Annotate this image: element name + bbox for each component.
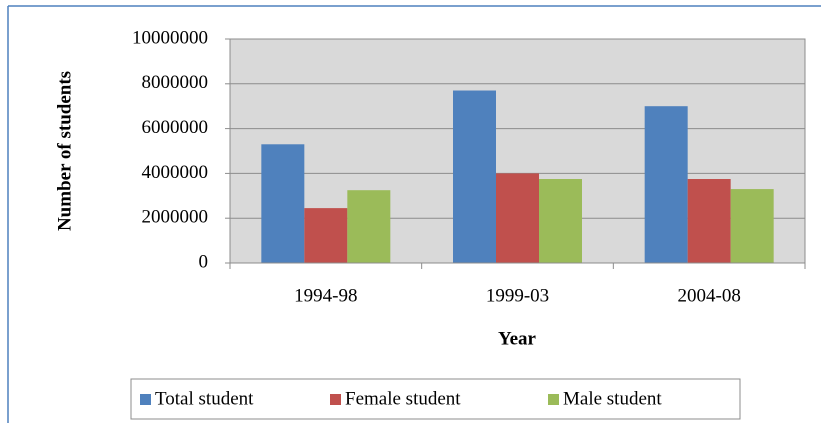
bar: [539, 179, 582, 263]
x-tick-label: 2004-08: [678, 285, 741, 306]
legend-label: Male student: [563, 388, 662, 409]
bar: [347, 190, 391, 263]
legend-swatch: [140, 394, 151, 405]
y-tick-label: 10000000: [132, 27, 208, 48]
x-tick-label: 1999-03: [486, 285, 549, 306]
bar: [730, 189, 774, 263]
y-tick-label: 6000000: [142, 117, 209, 138]
legend-swatch: [548, 394, 559, 405]
bar: [453, 90, 496, 264]
bar: [644, 106, 688, 263]
y-tick-label: 2000000: [142, 207, 209, 228]
bar: [304, 208, 348, 263]
x-tick-label: 1994-98: [294, 285, 357, 306]
legend-swatch: [330, 394, 341, 405]
legend-label: Total student: [155, 388, 254, 409]
x-axis-label: Year: [498, 328, 537, 349]
y-tick-label: 0: [199, 251, 209, 272]
y-tick-label: 4000000: [142, 162, 209, 183]
legend-box: [130, 378, 741, 420]
bar: [261, 144, 305, 263]
y-axis-label: Number of students: [54, 71, 75, 231]
legend-label: Female student: [345, 388, 461, 409]
y-tick-label: 8000000: [142, 72, 209, 93]
bar: [496, 173, 539, 263]
bar: [687, 179, 731, 263]
